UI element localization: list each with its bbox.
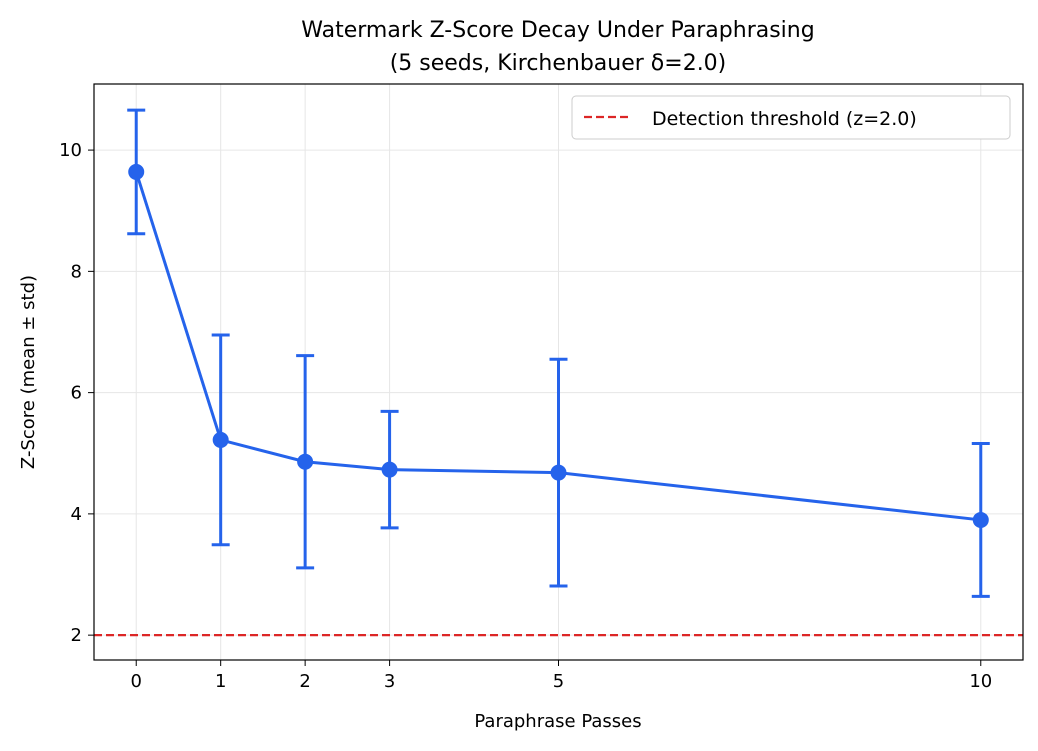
y-axis-label: Z-Score (mean ± std)	[18, 275, 39, 469]
legend: Detection threshold (z=2.0)	[571, 95, 1011, 140]
series-line	[134, 171, 981, 522]
x-tick-label: 10	[969, 671, 992, 692]
y-tick-label: 4	[71, 504, 82, 525]
x-tick-label: 2	[299, 671, 310, 692]
chart-title-line2: (5 seeds, Kirchenbauer δ=2.0)	[390, 51, 727, 76]
legend-threshold-label: Detection threshold (z=2.0)	[652, 108, 917, 130]
ticks: 0 1 2 3 5 10 2 4 6 8 10	[59, 140, 992, 692]
y-tick-label: 6	[71, 383, 82, 404]
y-tick-label: 10	[59, 140, 82, 161]
x-tick-label: 3	[384, 671, 395, 692]
data-point	[297, 453, 314, 470]
legend-box	[571, 95, 1011, 140]
data-point	[212, 431, 229, 448]
data-point	[128, 163, 145, 180]
x-tick-label: 1	[215, 671, 226, 692]
marks	[94, 108, 1023, 637]
chart-title-line1: Watermark Z-Score Decay Under Paraphrasi…	[301, 18, 814, 43]
x-tick-label: 0	[131, 671, 142, 692]
plot-frame	[93, 83, 1024, 661]
data-point	[381, 461, 398, 478]
y-tick-label: 2	[71, 625, 82, 646]
x-axis-label: Paraphrase Passes	[474, 711, 641, 732]
data-point	[550, 464, 567, 481]
data-point	[972, 511, 989, 528]
x-tick-label: 5	[553, 671, 564, 692]
y-tick-label: 8	[71, 261, 82, 282]
